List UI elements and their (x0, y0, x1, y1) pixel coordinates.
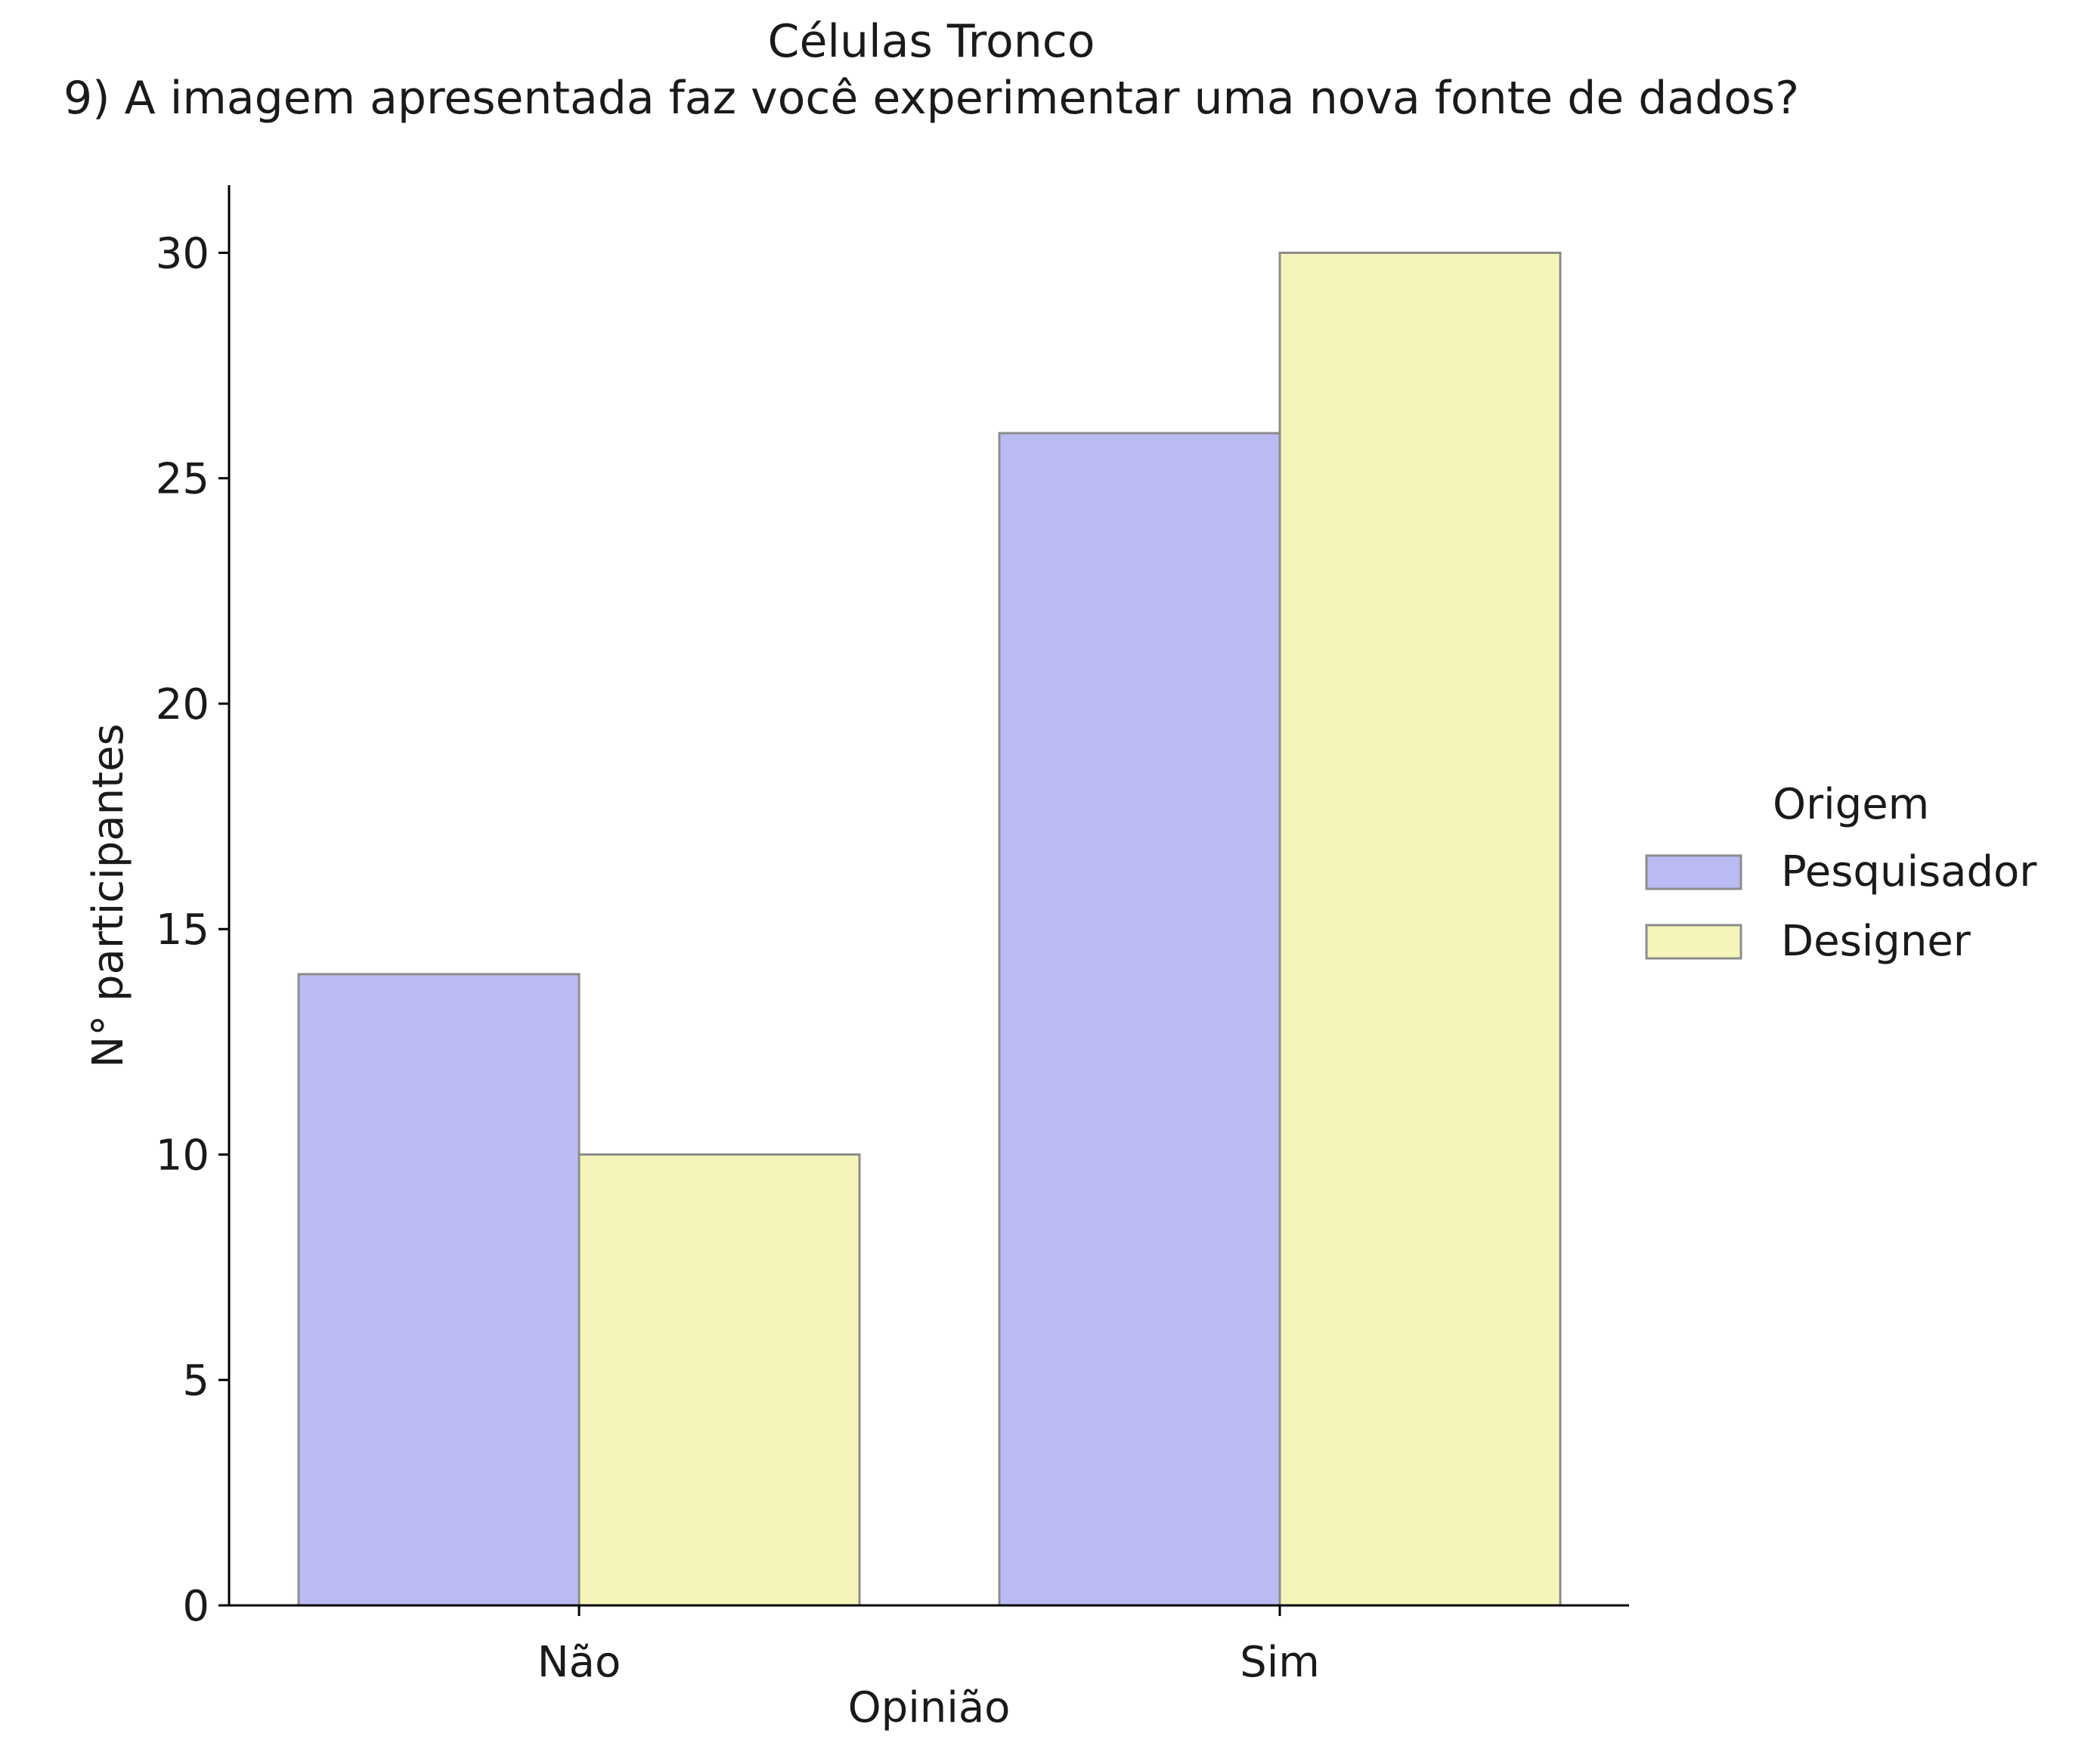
legend-swatch-designer (1645, 924, 1742, 960)
bar-pesquisador-0 (297, 973, 581, 1607)
y-axis-label: N° participantes (84, 723, 133, 1067)
x-axis-ticks: Não Sim (537, 1605, 1320, 1687)
bar-designer-1 (1278, 251, 1562, 1607)
y-tick-label: 5 (182, 1357, 209, 1406)
chart-subtitle: 9) A imagem apresentada faz você experim… (63, 72, 1799, 125)
y-tick-label: 30 (156, 229, 209, 278)
bars-group (297, 251, 1562, 1607)
legend-label-designer: Designer (1781, 917, 1971, 966)
legend-title: Origem (1773, 780, 1929, 829)
y-tick-label: 0 (182, 1582, 209, 1631)
bar-pesquisador-1 (998, 432, 1281, 1607)
x-tick-label: Sim (1240, 1638, 1320, 1687)
chart-title: Células Tronco (768, 15, 1095, 68)
x-axis-label: Opinião (848, 1683, 1011, 1732)
bar-designer-0 (578, 1153, 861, 1607)
y-tick-label: 10 (156, 1131, 209, 1180)
y-tick-label: 25 (156, 455, 209, 504)
y-tick-label: 20 (156, 680, 209, 729)
legend: Origem Pesquisador Designer (1645, 780, 2037, 966)
x-tick-label: Não (537, 1638, 621, 1687)
y-tick-label: 15 (156, 905, 209, 955)
legend-swatch-pesquisador (1645, 854, 1742, 890)
legend-items: Pesquisador Designer (1645, 847, 2037, 966)
legend-label-pesquisador: Pesquisador (1781, 847, 2037, 896)
y-axis-ticks: 0 5 10 15 20 25 30 (156, 229, 229, 1631)
